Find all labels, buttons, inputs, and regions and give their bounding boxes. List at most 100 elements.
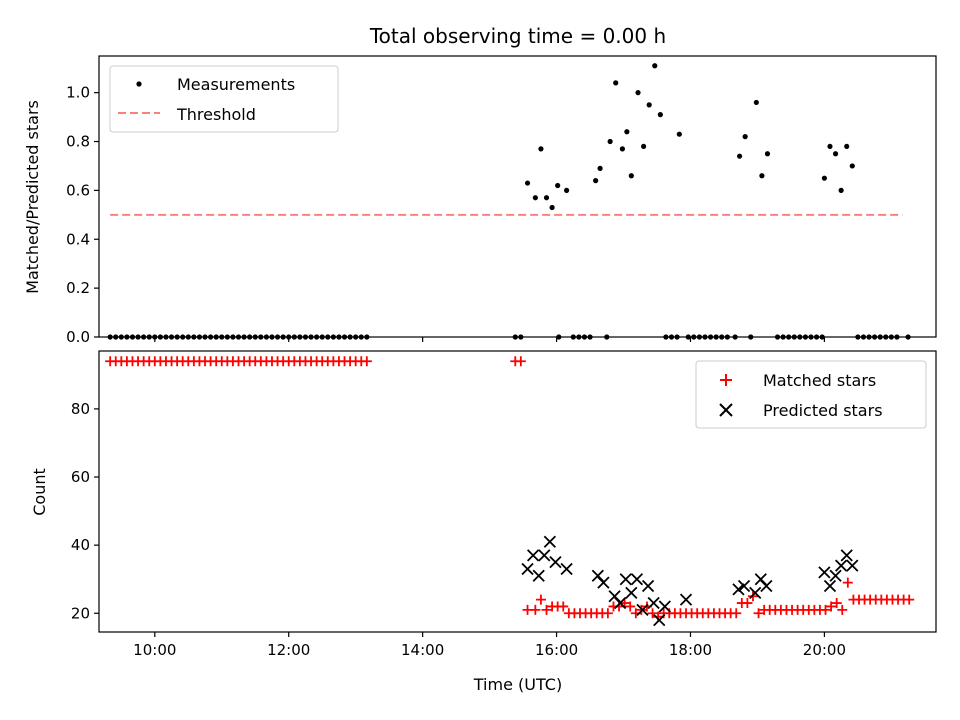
measurement-point: [821, 175, 828, 181]
predicted-star-point: [829, 569, 842, 582]
matched-star-point: [530, 604, 541, 615]
bottom-x-tick-label: 16:00: [535, 641, 578, 659]
matched-star-point: [602, 608, 613, 619]
matched-star-point: [515, 356, 526, 367]
bottom-x-tick-label: 14:00: [401, 641, 444, 659]
top-legend: Measurements Threshold: [109, 65, 339, 133]
measurement-point: [657, 112, 663, 118]
measurement-point: [827, 143, 833, 150]
matched-star-point: [647, 608, 658, 619]
matched-star-point: [541, 604, 552, 615]
matched-star-point: [753, 608, 764, 619]
predicted-star-point: [749, 586, 762, 599]
top-y-tick-label: 0.6: [66, 181, 90, 199]
x-axis-label: Time (UTC): [473, 675, 562, 694]
predicted-star-point: [840, 549, 853, 562]
predicted-star-point: [653, 613, 666, 627]
bottom-legend-box: [695, 360, 927, 429]
predicted-star-point: [647, 596, 660, 610]
measurement-point: [652, 63, 658, 69]
measurement-point: [753, 99, 759, 106]
measurement-point: [619, 146, 626, 152]
bottom-x-tick-label: 20:00: [803, 641, 846, 659]
top-axes-frame: [98, 55, 937, 338]
measurement-point: [742, 134, 748, 140]
measurement-point: [676, 131, 682, 137]
predicted-star-point: [737, 579, 751, 593]
predicted-star-point: [532, 569, 545, 582]
measurement-point: [564, 187, 570, 193]
predicted-star-point: [543, 535, 557, 548]
predicted-star-point: [679, 593, 693, 606]
measurement-point: [538, 146, 544, 152]
matched-star-point: [535, 594, 546, 605]
matched-star-point: [558, 601, 569, 612]
measurement-point: [764, 151, 771, 157]
top-y-tick-label: 1.0: [66, 84, 90, 102]
measurement-point: [597, 165, 603, 171]
legend-matched-label: Matched stars: [763, 371, 876, 390]
measurement-point: [555, 182, 561, 189]
top-y-tick-label: 0.2: [66, 279, 90, 297]
matched-star-point: [820, 604, 831, 615]
legend-measurements-marker: [136, 81, 142, 87]
top-panel: Total observing time = 0.00 h Matched/Pr…: [23, 24, 937, 346]
top-y-tick-label: 0.8: [66, 133, 90, 151]
predicted-star-point: [538, 549, 551, 562]
predicted-star-point: [641, 579, 655, 593]
matched-star-point: [742, 598, 753, 609]
matched-star-point: [904, 594, 915, 605]
matched-star-point: [361, 356, 372, 367]
top-tick-layer: 0.0 0.2 0.4 0.6 0.8 1.0: [66, 84, 826, 346]
predicted-star-point: [526, 549, 540, 562]
predicted-star-point: [732, 583, 745, 596]
bottom-x-tick-label: 18:00: [669, 641, 712, 659]
predicted-star-point: [835, 559, 848, 572]
top-y-tick-label: 0.4: [66, 230, 90, 248]
predicted-star-point: [625, 586, 638, 599]
bottom-marks-layer: [105, 356, 915, 627]
legend-measurements-label: Measurements: [177, 75, 295, 94]
measurement-point: [641, 143, 647, 150]
top-marks-layer: [107, 63, 911, 340]
top-y-axis-label: Matched/Predicted stars: [23, 100, 42, 294]
legend-predicted-marker: [719, 403, 733, 417]
measurement-point: [543, 195, 550, 201]
predicted-star-point: [846, 559, 859, 572]
matched-star-point: [842, 577, 853, 588]
measurement-point: [838, 187, 844, 193]
legend-threshold-label: Threshold: [176, 105, 256, 124]
predicted-star-point: [614, 596, 627, 610]
measurement-point: [849, 163, 855, 169]
measurement-point: [624, 129, 630, 135]
predicted-star-point: [549, 556, 562, 569]
predicted-star-point: [619, 573, 632, 586]
matched-star-point: [831, 598, 842, 609]
bottom-y-tick-label: 60: [71, 468, 90, 486]
predicted-star-point: [560, 562, 573, 576]
top-legend-box: [109, 65, 339, 133]
predicted-star-point: [636, 603, 649, 616]
measurement-point: [607, 138, 613, 145]
bottom-x-tick-label: 10:00: [133, 641, 176, 659]
measurement-point: [532, 195, 538, 201]
top-y-tick-label: 0.0: [66, 328, 90, 346]
legend-matched-marker: [720, 374, 732, 386]
matched-star-point: [826, 601, 837, 612]
bottom-legend: Matched stars Predicted stars: [695, 360, 927, 429]
predicted-star-point: [630, 573, 644, 586]
measurement-point: [593, 178, 599, 184]
bottom-y-axis-label: Count: [30, 468, 49, 516]
measurement-point: [613, 80, 619, 86]
predicted-star-point: [760, 579, 773, 593]
bottom-y-tick-label: 80: [71, 400, 90, 418]
bottom-panel: Count Time (UTC) 20 40 60 80 10:00 12:00 14:00…: [30, 350, 937, 694]
measurement-point: [844, 143, 850, 150]
matched-star-point: [837, 604, 848, 615]
bottom-y-tick-label: 40: [71, 536, 90, 554]
measurement-point: [736, 153, 743, 159]
measurement-point: [759, 173, 765, 179]
chart-title: Total observing time = 0.00 h: [369, 24, 666, 48]
bottom-x-tick-label: 12:00: [267, 641, 310, 659]
